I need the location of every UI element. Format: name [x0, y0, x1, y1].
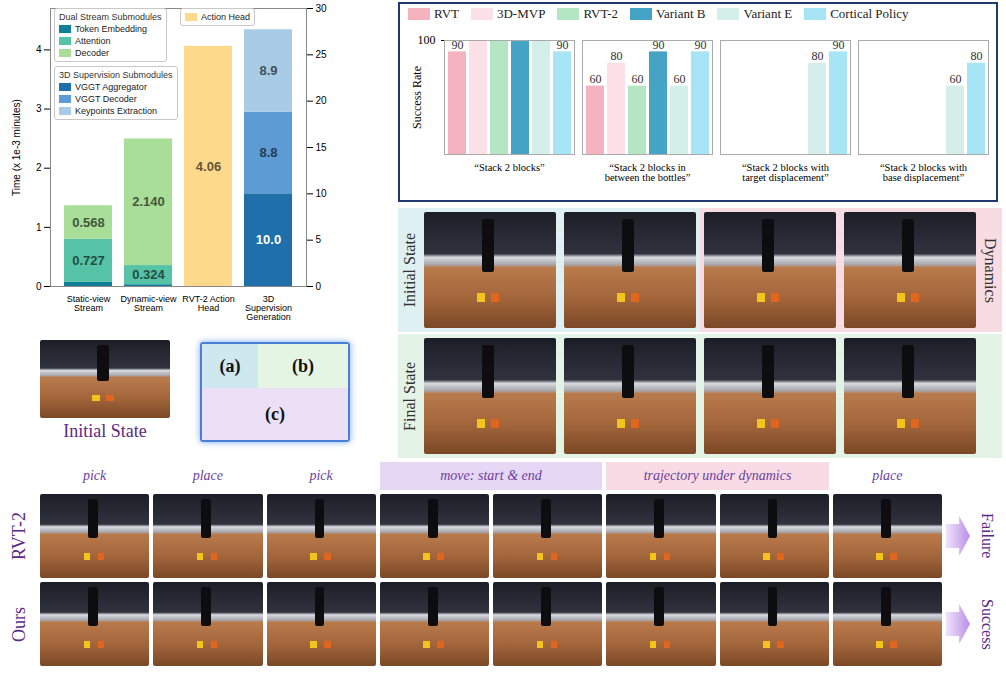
html-text:RVT: RVT [434, 6, 459, 21]
html-text:Action Head: Action Head [201, 12, 250, 22]
svg-text:“Stack 2 blocks”: “Stack 2 blocks” [474, 162, 545, 173]
html-text:place: place [192, 468, 223, 483]
svg-text:8.9: 8.9 [259, 63, 277, 78]
html-text:pick: pick [309, 468, 333, 483]
svg-text:15: 15 [316, 142, 328, 153]
svg-text:Success Rate: Success Rate [410, 66, 424, 129]
html-text:RVT-2: RVT-2 [583, 6, 618, 21]
html-text:Attention: Attention [75, 36, 111, 46]
html-text:Final State: Final State [401, 361, 418, 431]
html-text:Success: Success [979, 598, 996, 650]
html-text:VGGT Decoder: VGGT Decoder [75, 94, 137, 104]
svg-text:0.727: 0.727 [72, 253, 105, 268]
svg-text:60: 60 [632, 72, 644, 86]
svg-text:2: 2 [36, 162, 42, 173]
svg-text:0.324: 0.324 [132, 267, 165, 282]
html-text:3D-MVP: 3D-MVP [497, 6, 546, 21]
svg-text:90: 90 [452, 38, 464, 52]
html-text:(b): (b) [292, 355, 314, 376]
svg-text:1: 1 [36, 222, 42, 233]
svg-text:8.8: 8.8 [259, 145, 277, 160]
html-text:move: start & end: move: start & end [440, 468, 542, 483]
html-text:Token Embedding: Token Embedding [75, 24, 148, 34]
svg-text:0: 0 [316, 281, 322, 292]
svg-text:“Stack 2 blocks inbetween the: “Stack 2 blocks inbetween the bottles” [605, 162, 691, 184]
svg-text:25: 25 [316, 49, 328, 60]
svg-text:90: 90 [833, 38, 845, 52]
svg-text:RVT-2 ActionHead: RVT-2 ActionHead [182, 294, 234, 313]
html-text:3D Supervision Submodules: 3D Supervision Submodules [59, 70, 173, 80]
html-text:Dynamics: Dynamics [982, 237, 999, 303]
svg-text:60: 60 [590, 72, 602, 86]
html-text:Cortical Policy: Cortical Policy [830, 6, 909, 21]
html-text:Decoder: Decoder [75, 48, 109, 58]
html-text:(c): (c) [265, 403, 285, 424]
svg-text:4: 4 [36, 44, 42, 55]
svg-text:100: 100 [418, 33, 436, 47]
html-text:VGGT Aggregator: VGGT Aggregator [75, 82, 147, 92]
svg-text:Dynamic-viewStream: Dynamic-viewStream [120, 294, 177, 313]
svg-text:90: 90 [557, 38, 569, 52]
html-text:trajectory under dynamics: trajectory under dynamics [643, 468, 792, 483]
html-text:Initial State: Initial State [63, 421, 147, 441]
svg-text:90: 90 [653, 38, 665, 52]
svg-text:10.0: 10.0 [256, 232, 281, 247]
svg-text:4.06: 4.06 [196, 159, 221, 174]
html-text:Variant E: Variant E [743, 6, 793, 21]
svg-text:20: 20 [316, 95, 328, 106]
svg-text:90: 90 [695, 38, 707, 52]
svg-text:5: 5 [316, 234, 322, 245]
svg-text:60: 60 [950, 72, 962, 86]
svg-text:“Stack 2 blocks withbase displ: “Stack 2 blocks withbase displacement” [880, 162, 968, 184]
html-text:Initial State: Initial State [401, 232, 418, 308]
html-text:pick: pick [83, 468, 107, 483]
html-text:place: place [872, 468, 903, 483]
svg-text:0.568: 0.568 [72, 215, 105, 230]
svg-text:80: 80 [971, 49, 983, 63]
svg-text:2.140: 2.140 [132, 194, 165, 209]
svg-text:80: 80 [812, 49, 824, 63]
svg-text:0: 0 [36, 281, 42, 292]
svg-text:80: 80 [611, 49, 623, 63]
html-text:Failure: Failure [979, 513, 996, 559]
svg-text:60: 60 [674, 72, 686, 86]
html-text:(a): (a) [219, 355, 241, 376]
html-text:RVT-2: RVT-2 [8, 512, 29, 560]
svg-text:“Stack 2 blocks withtarget dis: “Stack 2 blocks withtarget displacement” [742, 162, 830, 184]
svg-text:Time (x 1e-3 minutes): Time (x 1e-3 minutes) [11, 99, 22, 196]
html-text:Dual Stream Submodules: Dual Stream Submodules [59, 12, 162, 22]
html-text:Keypoints Extraction: Keypoints Extraction [75, 106, 157, 116]
svg-text:30: 30 [316, 3, 328, 14]
svg-text:10: 10 [316, 188, 328, 199]
html-text:Ours: Ours [8, 606, 29, 642]
html-text:Variant B: Variant B [656, 6, 706, 21]
svg-text:Static-viewStream: Static-viewStream [67, 294, 111, 313]
svg-text:3: 3 [36, 103, 42, 114]
svg-text:3DSupervisionGeneration: 3DSupervisionGeneration [245, 294, 292, 322]
